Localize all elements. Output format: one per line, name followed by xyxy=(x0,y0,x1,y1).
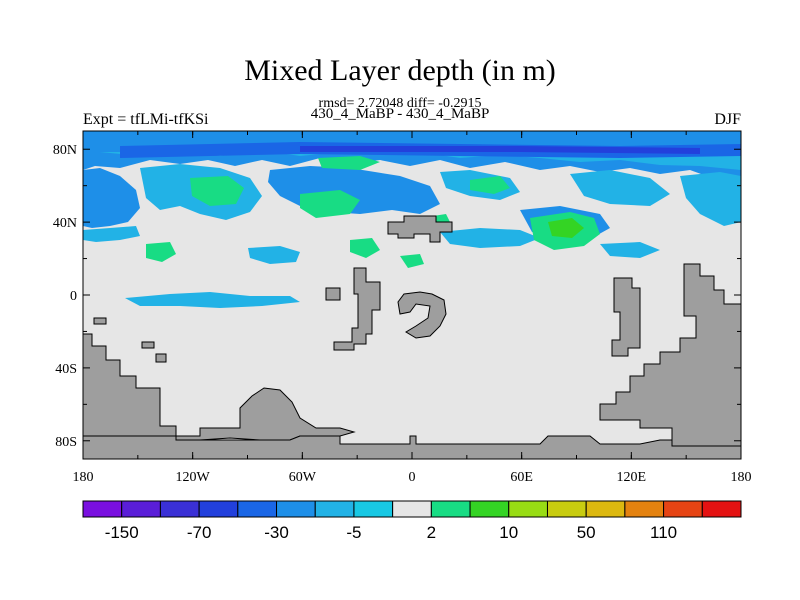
east-pacific-neg-blob xyxy=(680,172,741,226)
land-antarctica xyxy=(83,435,741,459)
colorbar-swatch xyxy=(469,500,510,518)
land-australia xyxy=(611,277,641,357)
tropical-pacific-neg-strip xyxy=(83,226,140,242)
x-tick-label: 0 xyxy=(409,470,416,485)
colorbar-swatch xyxy=(663,500,703,518)
x-axis: 180 120W 60W 0 60E 120E 180 xyxy=(73,131,752,485)
colorbar-swatch xyxy=(198,500,239,518)
x-tick-label: 60W xyxy=(289,470,317,485)
colorbar-label: -30 xyxy=(264,523,289,542)
colorbar-label: -5 xyxy=(346,523,361,542)
colorbar-label: -70 xyxy=(187,523,212,542)
colorbar-swatch xyxy=(430,500,471,518)
land-small-isle-2 xyxy=(141,341,155,349)
colorbar-swatch xyxy=(585,500,626,518)
west-pacific-neg-small xyxy=(600,242,660,258)
map-field xyxy=(83,131,741,459)
mid-atlantic-pos-blob xyxy=(300,190,360,218)
colorbar-swatch xyxy=(82,500,123,518)
x-tick-label: 120W xyxy=(176,470,211,485)
land-small-isle-3 xyxy=(155,353,167,363)
y-tick-label: 0 xyxy=(70,289,77,304)
land-west-coast xyxy=(83,333,177,437)
colorbar-swatch xyxy=(276,500,316,518)
east-asia-pos-blob xyxy=(470,176,510,194)
west-pacific-neg-blob xyxy=(83,168,140,228)
chart-title: Mixed Layer depth (in m) xyxy=(244,54,556,87)
colorbar-label: 10 xyxy=(499,523,518,542)
rmsd-diff-stats: rmsd= 2.72048 diff= -0.2915 xyxy=(318,96,482,111)
y-tick-label: 40S xyxy=(55,362,77,377)
north-atlantic-pos-blob xyxy=(318,156,380,170)
central-pacific-pos-blob xyxy=(146,242,176,262)
colorbar-label: -150 xyxy=(105,523,139,542)
colorbar-swatch xyxy=(624,500,665,518)
land-isle-west xyxy=(325,287,341,301)
colorbar-swatch xyxy=(508,500,548,518)
arabian-sea-neg-blob xyxy=(440,228,540,248)
colorbar-swatch xyxy=(159,500,200,518)
colorbar-label: 110 xyxy=(650,523,677,542)
colorbar-swatch xyxy=(314,500,355,518)
equator-neg-strip xyxy=(125,292,300,308)
caribbean-pos-blob xyxy=(350,238,380,258)
colorbar-swatch xyxy=(237,500,278,518)
land-americas-west xyxy=(333,267,381,351)
chart-subtitle: 430_4_MaBP - 430_4_MaBP xyxy=(310,106,490,122)
colorbar-swatch xyxy=(392,500,432,518)
south-pacific-neg-blob xyxy=(248,246,300,264)
x-tick-label: 120E xyxy=(617,470,647,485)
x-tick-label: 180 xyxy=(731,470,752,485)
indian-ocean-strong-pos xyxy=(548,218,584,238)
y-tick-label: 80S xyxy=(55,435,77,450)
colorbar-swatch xyxy=(701,500,742,518)
y-tick-label: 40N xyxy=(53,216,77,231)
colorbar-label: 50 xyxy=(577,523,596,542)
pacific-pos-small xyxy=(400,254,424,268)
experiment-label: Expt = tfLMi-tfKSi xyxy=(83,111,209,128)
colorbar-swatch xyxy=(121,500,161,518)
land-africa-hook xyxy=(397,291,447,339)
land-small-isle-1 xyxy=(93,317,107,325)
north-pacific-pos-blob xyxy=(190,176,244,206)
season-label: DJF xyxy=(714,111,741,128)
land-south-ridge xyxy=(175,387,356,441)
colorbar-swatch xyxy=(546,500,587,518)
land-east-pacific-coast xyxy=(599,263,741,459)
y-tick-label: 80N xyxy=(53,143,77,158)
y-axis: 80N 40N 0 40S 80S xyxy=(53,143,741,450)
colorbar-swatch xyxy=(353,500,394,518)
north-anomaly-band-core xyxy=(300,146,700,154)
asia-neg-blob xyxy=(570,170,670,206)
colorbar: -150 -70 -30 -5 2 10 50 110 xyxy=(82,500,742,542)
land-north-africa xyxy=(387,215,453,243)
x-tick-label: 180 xyxy=(73,470,94,485)
x-tick-label: 60E xyxy=(510,470,533,485)
colorbar-label: 2 xyxy=(427,523,436,542)
